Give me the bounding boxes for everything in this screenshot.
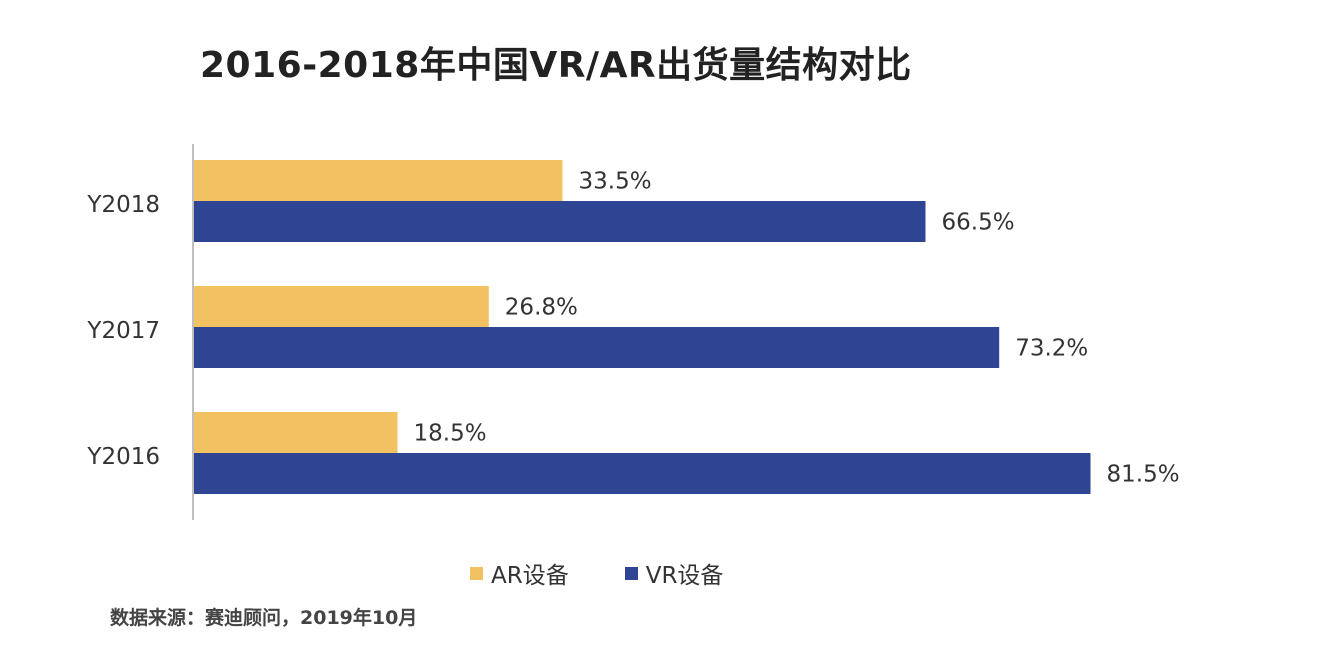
data-label: 33.5%	[579, 169, 652, 195]
data-label: 66.5%	[942, 210, 1015, 236]
data-label: 18.5%	[414, 421, 487, 447]
bar-vr	[194, 327, 1000, 368]
bar-vr	[194, 453, 1091, 494]
legend-item-vr: VR设备	[624, 556, 724, 590]
legend-swatch-ar	[470, 566, 483, 580]
legend-label-ar: AR设备	[491, 563, 569, 589]
source-note: 数据来源：赛迪顾问，2019年10月	[110, 607, 418, 629]
bar-vr	[194, 201, 926, 242]
category-label: Y2017	[86, 318, 160, 344]
category-label: Y2016	[86, 444, 160, 470]
data-label: 73.2%	[1015, 336, 1088, 362]
bar-ar	[194, 412, 398, 453]
data-label: 81.5%	[1107, 462, 1180, 488]
chart-title: 2016-2018年中国VR/AR出货量结构对比	[200, 45, 912, 86]
bar-ar	[194, 286, 489, 327]
legend-swatch-vr	[624, 566, 638, 580]
legend-item-ar: AR设备	[470, 556, 569, 590]
legend: AR设备 VR设备	[470, 556, 723, 590]
category-label: Y2018	[86, 192, 160, 218]
bar-ar	[194, 160, 563, 201]
data-label: 26.8%	[505, 295, 578, 321]
legend-label-vr: VR设备	[645, 563, 724, 589]
